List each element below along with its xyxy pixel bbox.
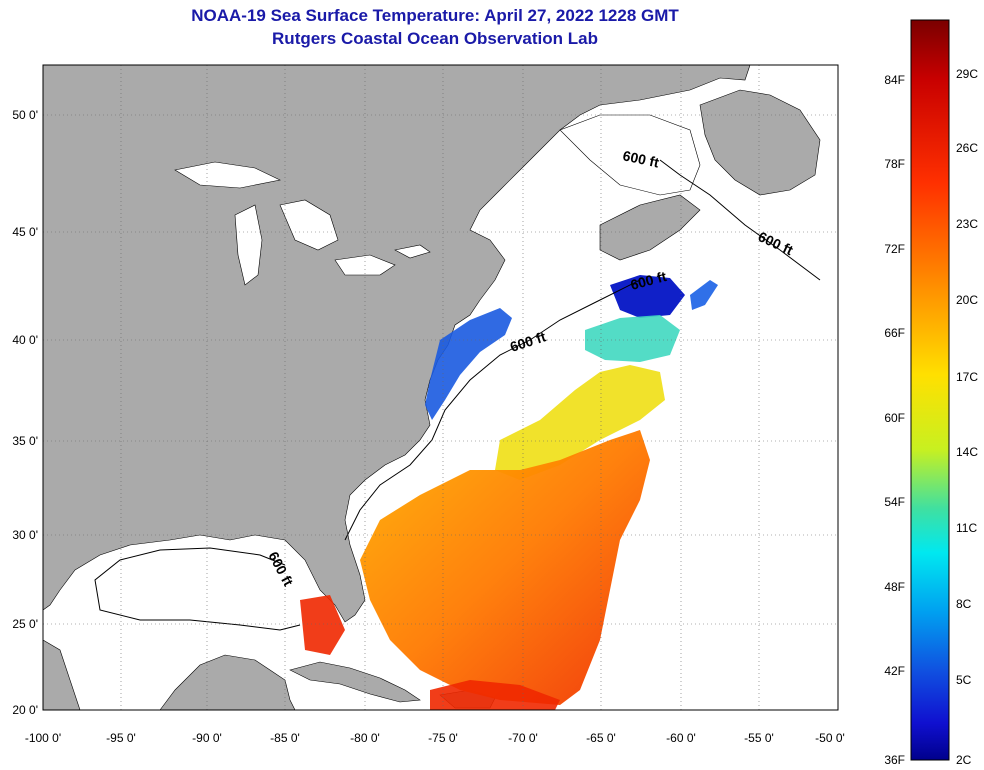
colorbar-f-label: 78F: [884, 157, 905, 171]
colorbar-f-label: 42F: [884, 664, 905, 678]
colorbar-c-label: 29C: [956, 67, 978, 81]
colorbar-f-label: 66F: [884, 326, 905, 340]
colorbar-c-label: 23C: [956, 217, 978, 231]
latitude-axis: 50 0' 45 0' 40 0' 35 0' 30 0' 25 0' 20 0…: [12, 108, 38, 717]
lon-tick-label: -85 0': [270, 731, 300, 745]
lon-tick-label: -75 0': [428, 731, 458, 745]
colorbar-f-label: 72F: [884, 242, 905, 256]
colorbar: 84F 78F 72F 66F 60F 54F 48F 42F 36F 29C …: [884, 19, 978, 767]
colorbar-c-label: 11C: [956, 521, 977, 535]
lat-tick-label: 40 0': [12, 333, 38, 347]
lat-tick-label: 25 0': [12, 617, 38, 631]
sst-georges: [690, 280, 718, 310]
colorbar-f-label: 36F: [884, 753, 905, 767]
lon-tick-label: -65 0': [586, 731, 616, 745]
lon-tick-label: -80 0': [350, 731, 380, 745]
sst-warm-orange: [360, 430, 650, 705]
sst-caribbean-red: [300, 595, 560, 710]
map-title: NOAA-19 Sea Surface Temperature: April 2…: [191, 6, 679, 25]
grid-lines: [43, 65, 838, 710]
isobath-600ft: [94, 159, 821, 631]
lon-tick-label: -95 0': [106, 731, 136, 745]
colorbar-gradient: [910, 19, 950, 761]
lon-tick-label: -90 0': [192, 731, 222, 745]
lat-tick-label: 50 0': [12, 108, 38, 122]
sst-shelf-cold: [425, 308, 512, 420]
sst-slope-water: [585, 315, 680, 362]
lat-tick-label: 30 0': [12, 528, 38, 542]
colorbar-f-label: 60F: [884, 411, 905, 425]
colorbar-f-label: 54F: [884, 495, 905, 509]
colorbar-c-label: 26C: [956, 141, 978, 155]
colorbar-c-label: 14C: [956, 445, 978, 459]
cuba-land: [289, 661, 421, 703]
longitude-axis: -100 0' -95 0' -90 0' -85 0' -80 0' -75 …: [25, 731, 845, 745]
newfoundland-land: [699, 89, 821, 196]
great-lakes: [174, 161, 431, 286]
colorbar-c-label: 8C: [956, 597, 972, 611]
yucatan-land: [159, 654, 296, 711]
north-america-land: [42, 64, 751, 623]
sst-gulf-stream-yellow: [495, 365, 665, 480]
colorbar-c-label: 20C: [956, 293, 978, 307]
contour-label-1: 600 ft: [621, 147, 660, 170]
lon-tick-label: -55 0': [744, 731, 774, 745]
lon-tick-label: -70 0': [508, 731, 538, 745]
lon-tick-label: -50 0': [815, 731, 845, 745]
plot-frame: [42, 64, 839, 711]
colorbar-c-label: 5C: [956, 673, 972, 687]
colorbar-c-label: 2C: [956, 753, 972, 767]
lat-tick-label: 20 0': [12, 703, 38, 717]
lon-tick-label: -60 0': [666, 731, 696, 745]
colorbar-f-label: 48F: [884, 580, 905, 594]
lon-tick-label: -100 0': [25, 731, 61, 745]
gulf-st-lawrence: [559, 114, 701, 196]
colorbar-c-label: 17C: [956, 370, 978, 384]
nova-scotia-land: [599, 194, 701, 261]
colorbar-f-label: 84F: [884, 73, 905, 87]
lat-tick-label: 35 0': [12, 434, 38, 448]
map-subtitle: Rutgers Coastal Ocean Observation Lab: [272, 29, 598, 48]
lat-tick-label: 45 0': [12, 225, 38, 239]
